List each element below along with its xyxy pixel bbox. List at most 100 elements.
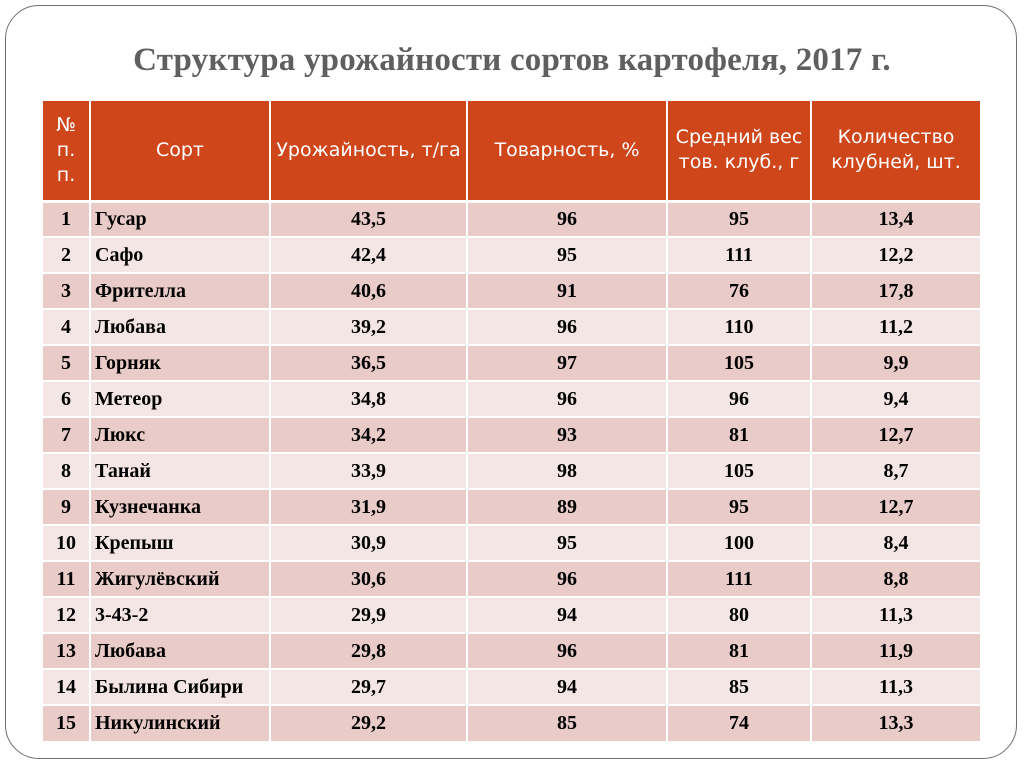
yield-value: 29,7 xyxy=(269,668,467,705)
table-row: 6 Метеор 34,8 96 96 9,4 xyxy=(43,380,980,417)
row-number: 14 xyxy=(43,668,90,705)
row-number: 9 xyxy=(43,488,90,525)
variety-name: 3-43-2 xyxy=(89,596,270,633)
tuber-count-value: 12,7 xyxy=(810,488,980,525)
tuber-count-value: 13,3 xyxy=(810,704,980,741)
table-row: 8 Танай 33,9 98 105 8,7 xyxy=(43,452,980,489)
marketability-value: 96 xyxy=(466,632,667,669)
table-row: 14 Былина Сибири 29,7 94 85 11,3 xyxy=(43,668,980,705)
table-row: 1 Гусар 43,5 96 95 13,4 xyxy=(43,200,980,237)
table-row: 12 3-43-2 29,9 94 80 11,3 xyxy=(43,596,980,633)
yield-value: 31,9 xyxy=(269,488,467,525)
marketability-value: 93 xyxy=(466,416,667,453)
variety-name: Люкс xyxy=(89,416,270,453)
avg-weight-value: 81 xyxy=(666,416,811,453)
avg-weight-value: 105 xyxy=(666,344,811,381)
variety-name: Кузнечанка xyxy=(89,488,270,525)
row-number: 4 xyxy=(43,308,90,345)
table-header-row: № п. п. Сорт Урожайность, т/га Товарност… xyxy=(43,101,980,203)
header-avg-tuber-weight: Средний вес тов. клуб., г xyxy=(666,101,811,203)
tuber-count-value: 8,7 xyxy=(810,452,980,489)
marketability-value: 89 xyxy=(466,488,667,525)
avg-weight-value: 95 xyxy=(666,488,811,525)
marketability-value: 97 xyxy=(466,344,667,381)
yield-value: 29,9 xyxy=(269,596,467,633)
table-row: 2 Сафо 42,4 95 111 12,2 xyxy=(43,236,980,273)
avg-weight-value: 74 xyxy=(666,704,811,741)
tuber-count-value: 12,2 xyxy=(810,236,980,273)
marketability-value: 98 xyxy=(466,452,667,489)
row-number: 3 xyxy=(43,272,90,309)
variety-name: Метеор xyxy=(89,380,270,417)
tuber-count-value: 8,4 xyxy=(810,524,980,561)
variety-name: Былина Сибири xyxy=(89,668,270,705)
table-row: 13 Любава 29,8 96 81 11,9 xyxy=(43,632,980,669)
tuber-count-value: 12,7 xyxy=(810,416,980,453)
marketability-value: 96 xyxy=(466,380,667,417)
marketability-value: 85 xyxy=(466,704,667,741)
avg-weight-value: 85 xyxy=(666,668,811,705)
yield-value: 33,9 xyxy=(269,452,467,489)
marketability-value: 96 xyxy=(466,308,667,345)
marketability-value: 95 xyxy=(466,524,667,561)
variety-name: Фрителла xyxy=(89,272,270,309)
table-row: 15 Никулинский 29,2 85 74 13,3 xyxy=(43,704,980,741)
marketability-value: 91 xyxy=(466,272,667,309)
yield-value: 42,4 xyxy=(269,236,467,273)
header-yield: Урожайность, т/га xyxy=(269,101,467,203)
avg-weight-value: 105 xyxy=(666,452,811,489)
row-number: 6 xyxy=(43,380,90,417)
header-variety: Сорт xyxy=(89,101,270,203)
row-number: 1 xyxy=(43,200,90,237)
variety-name: Сафо xyxy=(89,236,270,273)
avg-weight-value: 111 xyxy=(666,236,811,273)
variety-name: Крепыш xyxy=(89,524,270,561)
table-row: 4 Любава 39,2 96 110 11,2 xyxy=(43,308,980,345)
tuber-count-value: 11,9 xyxy=(810,632,980,669)
yield-value: 39,2 xyxy=(269,308,467,345)
avg-weight-value: 96 xyxy=(666,380,811,417)
yield-value: 29,2 xyxy=(269,704,467,741)
avg-weight-value: 110 xyxy=(666,308,811,345)
marketability-value: 96 xyxy=(466,200,667,237)
header-number: № п. п. xyxy=(43,101,90,203)
yield-value: 34,8 xyxy=(269,380,467,417)
table-row: 11 Жигулёвский 30,6 96 111 8,8 xyxy=(43,560,980,597)
yield-value: 40,6 xyxy=(269,272,467,309)
potato-yield-table: № п. п. Сорт Урожайность, т/га Товарност… xyxy=(43,101,980,741)
table-row: 10 Крепыш 30,9 95 100 8,4 xyxy=(43,524,980,561)
header-marketability: Товарность, % xyxy=(466,101,667,203)
variety-name: Горняк xyxy=(89,344,270,381)
tuber-count-value: 8,8 xyxy=(810,560,980,597)
avg-weight-value: 111 xyxy=(666,560,811,597)
row-number: 8 xyxy=(43,452,90,489)
tuber-count-value: 9,4 xyxy=(810,380,980,417)
row-number: 7 xyxy=(43,416,90,453)
variety-name: Танай xyxy=(89,452,270,489)
avg-weight-value: 100 xyxy=(666,524,811,561)
table-row: 9 Кузнечанка 31,9 89 95 12,7 xyxy=(43,488,980,525)
table-row: 3 Фрителла 40,6 91 76 17,8 xyxy=(43,272,980,309)
avg-weight-value: 76 xyxy=(666,272,811,309)
yield-value: 30,9 xyxy=(269,524,467,561)
row-number: 5 xyxy=(43,344,90,381)
row-number: 2 xyxy=(43,236,90,273)
yield-value: 34,2 xyxy=(269,416,467,453)
variety-name: Гусар xyxy=(89,200,270,237)
avg-weight-value: 95 xyxy=(666,200,811,237)
row-number: 10 xyxy=(43,524,90,561)
table-row: 7 Люкс 34,2 93 81 12,7 xyxy=(43,416,980,453)
yield-value: 29,8 xyxy=(269,632,467,669)
tuber-count-value: 11,3 xyxy=(810,668,980,705)
row-number: 11 xyxy=(43,560,90,597)
tuber-count-value: 13,4 xyxy=(810,200,980,237)
yield-value: 36,5 xyxy=(269,344,467,381)
yield-value: 30,6 xyxy=(269,560,467,597)
variety-name: Любава xyxy=(89,308,270,345)
marketability-value: 94 xyxy=(466,668,667,705)
marketability-value: 94 xyxy=(466,596,667,633)
marketability-value: 95 xyxy=(466,236,667,273)
tuber-count-value: 17,8 xyxy=(810,272,980,309)
variety-name: Никулинский xyxy=(89,704,270,741)
tuber-count-value: 9,9 xyxy=(810,344,980,381)
